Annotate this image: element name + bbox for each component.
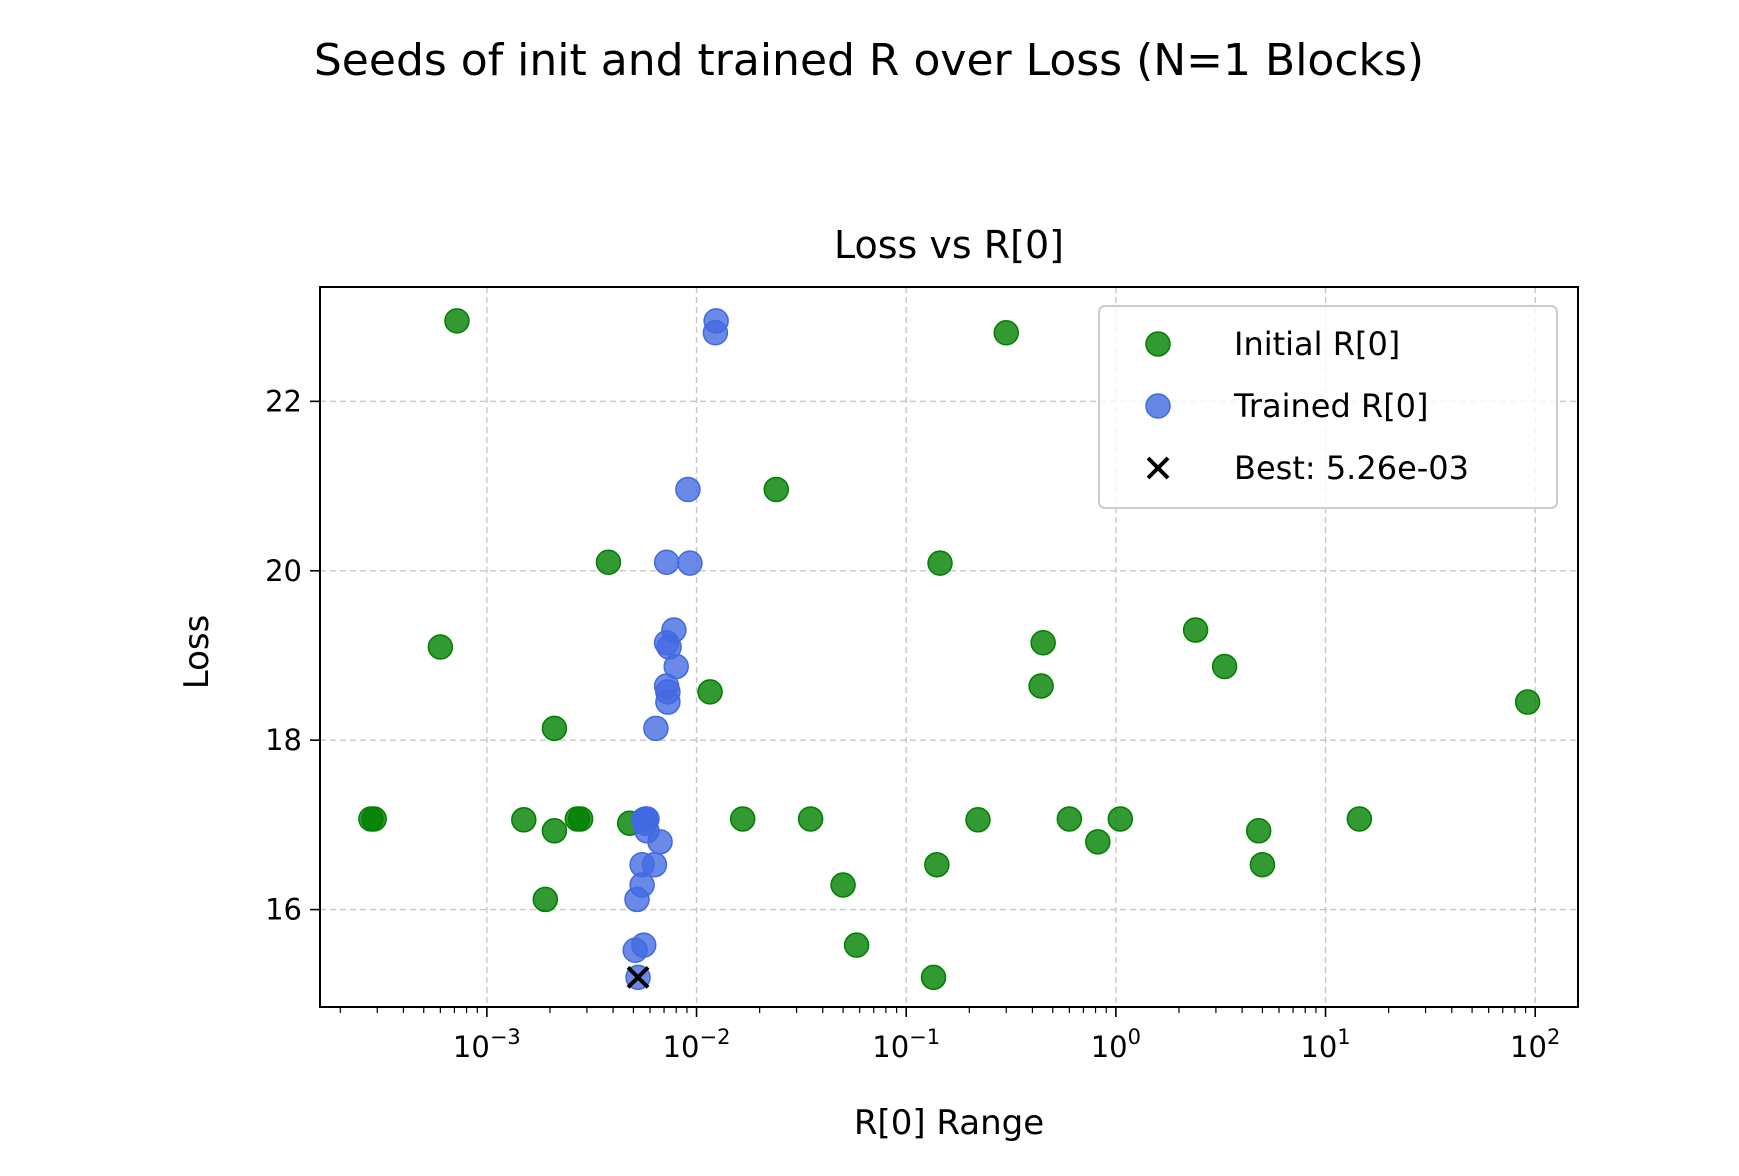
legend-marker-x bbox=[1146, 456, 1170, 480]
initial-point bbox=[1182, 617, 1209, 643]
initial-point bbox=[993, 319, 1019, 346]
legend-frame bbox=[1098, 305, 1558, 509]
initial-point bbox=[595, 549, 622, 576]
legend-marker bbox=[1145, 331, 1171, 357]
figure-suptitle: Seeds of init and trained R over Loss (N… bbox=[314, 35, 1424, 86]
y-tick-label: 18 bbox=[265, 723, 302, 757]
initial-point bbox=[444, 308, 470, 334]
trained-point bbox=[653, 549, 680, 576]
trained-point bbox=[655, 689, 681, 715]
initial-point bbox=[511, 807, 537, 833]
initial-point bbox=[1056, 806, 1083, 832]
trained-point bbox=[624, 886, 650, 913]
x-tick-label: 10−3 bbox=[453, 1025, 521, 1064]
trained-point bbox=[675, 476, 701, 503]
trained-point bbox=[677, 550, 703, 576]
x-tick-label: 101 bbox=[1300, 1025, 1350, 1064]
best-marker bbox=[626, 965, 650, 989]
initial-point bbox=[541, 715, 568, 742]
initial-point bbox=[532, 886, 559, 913]
legend-label: Initial R[0] bbox=[1234, 325, 1400, 363]
initial-point bbox=[1030, 630, 1056, 656]
initial-point bbox=[830, 872, 856, 898]
initial-point bbox=[843, 932, 870, 958]
initial-point bbox=[1346, 806, 1373, 832]
initial-point bbox=[361, 806, 387, 832]
initial-point bbox=[541, 818, 568, 844]
legend-label: Trained R[0] bbox=[1233, 387, 1429, 425]
trained-point bbox=[647, 829, 673, 855]
y-tick-label: 16 bbox=[265, 893, 302, 927]
initial-point bbox=[729, 806, 756, 832]
x-tick-label: 10−1 bbox=[872, 1025, 940, 1064]
initial-point bbox=[567, 806, 594, 832]
initial-point bbox=[763, 476, 790, 503]
legend: Initial R[0] Trained R[0] Best: 5.26e-03 bbox=[1098, 305, 1558, 509]
initial-point bbox=[920, 964, 947, 991]
y-axis-label: Loss bbox=[177, 615, 217, 690]
initial-point bbox=[1085, 829, 1111, 855]
x-tick-label: 10−2 bbox=[663, 1025, 731, 1064]
initial-point bbox=[697, 679, 723, 705]
best-marker-stroke bbox=[626, 965, 650, 989]
initial-point bbox=[1107, 806, 1134, 832]
legend-marker bbox=[1145, 393, 1171, 419]
initial-point bbox=[1028, 673, 1054, 699]
trained-point bbox=[643, 715, 669, 742]
initial-point bbox=[965, 807, 991, 833]
x-tick-label: 100 bbox=[1091, 1025, 1141, 1064]
x-axis-label: R[0] Range bbox=[854, 1103, 1044, 1143]
trained-point bbox=[630, 932, 657, 958]
y-tick-label: 22 bbox=[265, 384, 302, 418]
initial-point bbox=[797, 806, 824, 832]
trained-point bbox=[702, 319, 729, 346]
plot-title: Loss vs R[0] bbox=[834, 223, 1064, 267]
initial-point bbox=[1514, 689, 1541, 715]
initial-point bbox=[927, 550, 953, 576]
initial-point bbox=[1245, 818, 1272, 844]
axes-frame bbox=[319, 286, 1579, 1008]
initial-point bbox=[427, 634, 454, 660]
x-tick-label: 102 bbox=[1510, 1025, 1560, 1064]
legend-label: Best: 5.26e-03 bbox=[1234, 449, 1469, 487]
initial-point bbox=[1249, 851, 1276, 878]
plot-area: 10−3 10−2 10−1 100 101 102 16 18 20 22 Initial R[0… bbox=[265, 286, 1579, 1064]
initial-point bbox=[924, 851, 950, 878]
trained-point bbox=[641, 851, 668, 878]
initial-point bbox=[1211, 653, 1238, 680]
y-tick-label: 20 bbox=[265, 554, 302, 588]
